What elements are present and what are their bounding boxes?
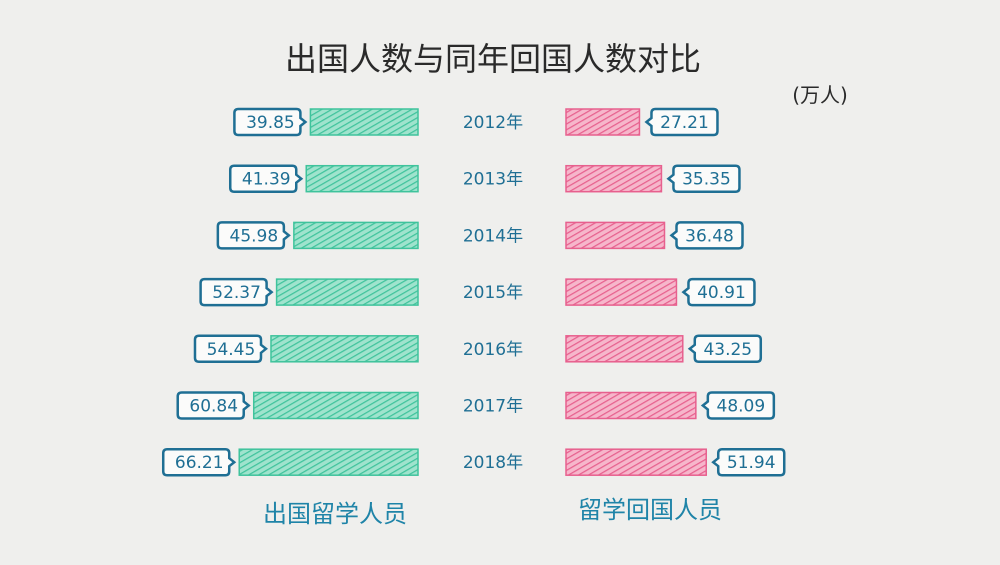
value-callout-right: [644, 107, 719, 137]
data-label-left: 66.21: [175, 453, 224, 473]
bar-left: [252, 391, 419, 420]
data-label-left: 60.84: [189, 397, 238, 417]
year-label: 2016年: [463, 340, 523, 360]
unit-label: (万人): [792, 83, 848, 107]
data-label-left: 54.45: [207, 340, 256, 360]
bar-right: [565, 278, 678, 306]
bar-left: [275, 278, 419, 306]
data-label-left: 41.39: [242, 170, 291, 190]
value-callout-right: [711, 447, 786, 477]
bar-right: [565, 448, 707, 476]
year-label: 2014年: [463, 226, 523, 246]
value-callout-right: [669, 221, 744, 250]
data-label-left: 52.37: [212, 283, 261, 303]
bar-right: [565, 108, 641, 136]
data-label-left: 39.85: [246, 113, 295, 133]
value-callout-right: [681, 277, 756, 307]
bar-right: [565, 164, 663, 193]
bar-right: [565, 335, 684, 363]
year-label: 2013年: [463, 170, 523, 190]
year-label: 2015年: [463, 283, 523, 303]
data-label-left: 45.98: [230, 226, 279, 246]
data-label-right: 40.91: [697, 283, 746, 303]
data-label-right: 48.09: [717, 397, 766, 417]
chart-title: 出国人数与同年回国人数对比: [285, 40, 701, 78]
value-callout-left: [176, 391, 251, 420]
value-callout-left: [233, 107, 308, 137]
value-callout-left: [199, 277, 274, 307]
bar-left: [270, 335, 419, 363]
data-label-right: 51.94: [727, 453, 776, 473]
data-label-right: 35.35: [682, 170, 731, 190]
bar-left: [293, 221, 419, 250]
legend-left-series: 出国留学人员: [263, 500, 407, 528]
bar-left: [238, 448, 419, 476]
legend-right-series: 留学回国人员: [578, 496, 722, 524]
value-callout-left: [228, 164, 304, 193]
data-label-right: 36.48: [685, 226, 734, 246]
bar-right: [565, 221, 666, 250]
year-label: 2017年: [463, 397, 523, 417]
bar-left: [305, 164, 419, 193]
year-label: 2012年: [463, 113, 523, 133]
value-callout-left: [161, 447, 237, 477]
data-label-right: 43.25: [703, 340, 752, 360]
value-callout-left: [193, 334, 268, 364]
data-label-right: 27.21: [660, 113, 709, 133]
value-callout-left: [216, 221, 291, 250]
value-callout-right: [700, 391, 776, 420]
bar-right: [565, 391, 697, 420]
year-label: 2018年: [463, 453, 523, 473]
bar-left: [309, 108, 419, 136]
value-callout-right: [687, 334, 763, 364]
value-callout-right: [666, 164, 741, 193]
